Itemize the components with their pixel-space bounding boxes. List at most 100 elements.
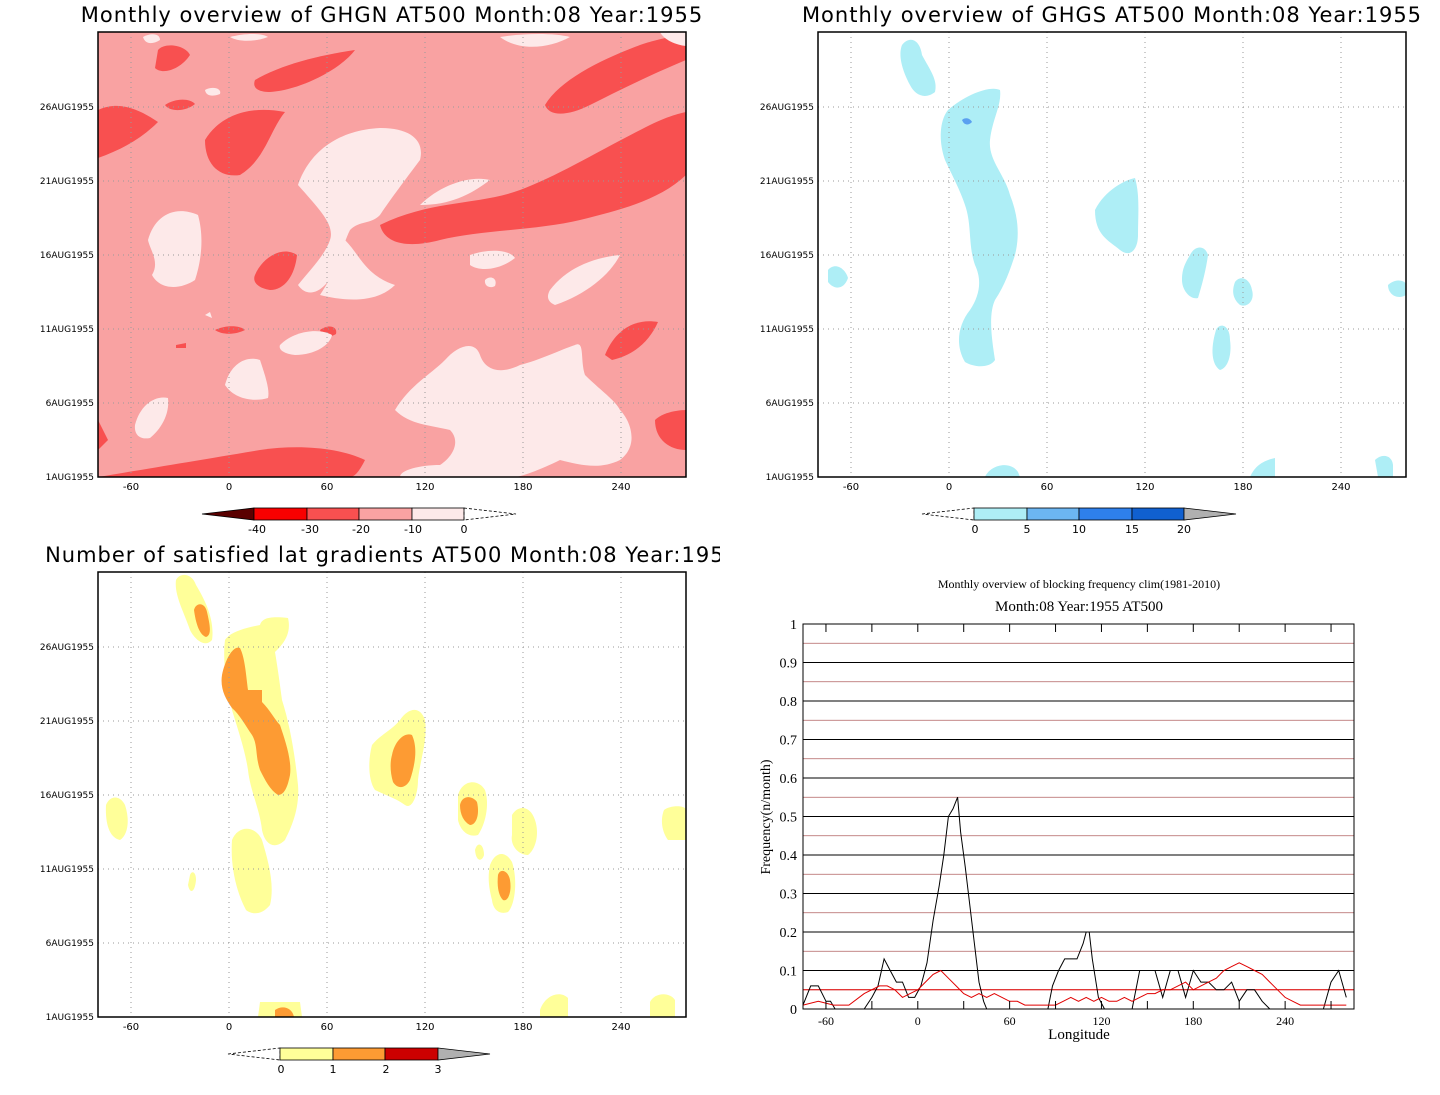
y-tick-label: 16AUG1955 bbox=[40, 791, 94, 801]
x-tick-label: 60 bbox=[321, 1022, 334, 1033]
y-tick-label: 0.2 bbox=[780, 926, 798, 941]
series-line-0 bbox=[802, 797, 1347, 1010]
ghgn-figure: Monthly overview of GHGN AT500 Month:08 … bbox=[40, 3, 703, 536]
gradients-frame bbox=[97, 571, 687, 1018]
colorbar-label: 5 bbox=[1024, 523, 1031, 536]
gradients-panel: Number of satisfied lat gradients AT500 … bbox=[0, 540, 738, 1091]
y-tick-label: 1AUG1955 bbox=[766, 473, 814, 483]
colorbar-label: -20 bbox=[352, 523, 370, 536]
ghgn-panel: Monthly overview of GHGN AT500 Month:08 … bbox=[0, 0, 720, 545]
colorbar-label: 10 bbox=[1072, 523, 1086, 536]
y-tick-label: 0.6 bbox=[780, 772, 798, 787]
y-tick-label: 21AUG1955 bbox=[40, 717, 94, 727]
x-tick-label: 240 bbox=[1331, 482, 1350, 493]
colorbar-label: 20 bbox=[1177, 523, 1191, 536]
colorbar-label: 0 bbox=[461, 523, 468, 536]
ghgn-grid bbox=[98, 32, 686, 477]
y-tick-label: 1AUG1955 bbox=[46, 473, 94, 483]
x-tick-label: 180 bbox=[1233, 482, 1252, 493]
y-tick-label: 0.7 bbox=[780, 734, 798, 749]
frequency-chart: Monthly overview of blocking frequency c… bbox=[759, 577, 1355, 1043]
frequency-x-label: Longitude bbox=[1048, 1027, 1110, 1043]
y-tick-label: 0.8 bbox=[780, 695, 798, 710]
y-tick-label: 11AUG1955 bbox=[40, 865, 94, 875]
frequency-title: Monthly overview of blocking frequency c… bbox=[938, 577, 1220, 591]
series-line-1 bbox=[802, 962, 1347, 1006]
colorbar-label: 15 bbox=[1125, 523, 1139, 536]
frequency-panel: Monthly overview of blocking frequency c… bbox=[720, 560, 1440, 1091]
colorbar-label: 0 bbox=[278, 1063, 285, 1076]
x-tick-label: -60 bbox=[123, 1022, 139, 1033]
x-tick-label: 60 bbox=[321, 482, 334, 493]
y-tick-label: 0.4 bbox=[780, 849, 798, 864]
x-tick-label: 120 bbox=[1092, 1014, 1110, 1028]
gradients-colorbar: 0 1 2 3 bbox=[227, 1047, 491, 1076]
gradients-y-tick-labels: 1AUG1955 6AUG1955 11AUG1955 16AUG1955 21… bbox=[40, 643, 94, 1023]
y-tick-label: 6AUG1955 bbox=[766, 399, 814, 409]
frequency-grid bbox=[803, 623, 1354, 1010]
y-tick-label: 0.1 bbox=[780, 965, 798, 980]
ghgn-title: Monthly overview of GHGN AT500 Month:08 … bbox=[81, 3, 703, 27]
ghgs-colorbar: 0 5 10 15 20 bbox=[921, 507, 1237, 536]
y-tick-label: 11AUG1955 bbox=[40, 325, 94, 335]
gradients-x-tick-labels: -60 0 60 120 180 240 bbox=[123, 1022, 631, 1033]
y-tick-label: 11AUG1955 bbox=[760, 325, 814, 335]
ghgs-core-region bbox=[962, 118, 972, 125]
ghgn-x-tick-labels: -60 0 60 120 180 240 bbox=[123, 482, 631, 493]
gradients-two-regions bbox=[194, 604, 511, 1017]
ghgs-figure: Monthly overview of GHGS AT500 Month:08 … bbox=[760, 3, 1422, 536]
ghgn-y-tick-labels: 1AUG1955 6AUG1955 11AUG1955 16AUG1955 21… bbox=[40, 103, 94, 483]
ghgs-title: Monthly overview of GHGS AT500 Month:08 … bbox=[802, 3, 1422, 27]
ghgs-y-tick-labels: 1AUG1955 6AUG1955 11AUG1955 16AUG1955 21… bbox=[760, 103, 814, 483]
y-tick-label: 6AUG1955 bbox=[46, 399, 94, 409]
gradients-grid bbox=[98, 572, 686, 1017]
colorbar-label: -40 bbox=[248, 523, 266, 536]
x-tick-label: 60 bbox=[1041, 482, 1054, 493]
frequency-series bbox=[802, 797, 1347, 1010]
colorbar-label: 3 bbox=[435, 1063, 442, 1076]
x-tick-label: -60 bbox=[123, 482, 139, 493]
y-tick-label: 26AUG1955 bbox=[40, 103, 94, 113]
colorbar-label: 1 bbox=[330, 1063, 337, 1076]
colorbar-label: -10 bbox=[404, 523, 422, 536]
ghgs-positive-regions bbox=[828, 39, 1406, 477]
y-tick-label: 21AUG1955 bbox=[760, 177, 814, 187]
y-tick-label: 16AUG1955 bbox=[40, 251, 94, 261]
x-tick-label: 0 bbox=[946, 482, 952, 493]
gradients-title: Number of satisfied lat gradients AT500 … bbox=[45, 543, 720, 567]
x-tick-label: 0 bbox=[226, 482, 232, 493]
frequency-ticks: 0 0.1 0.2 0.3 0.4 0.5 0.6 0.7 0.8 0.9 1 -60 0 60 120 18… bbox=[780, 618, 1332, 1028]
y-tick-label: 0 bbox=[790, 1003, 797, 1018]
x-tick-label: 240 bbox=[611, 1022, 630, 1033]
y-tick-label: 26AUG1955 bbox=[760, 103, 814, 113]
ghgs-panel: Monthly overview of GHGS AT500 Month:08 … bbox=[720, 0, 1440, 545]
y-tick-label: 6AUG1955 bbox=[46, 939, 94, 949]
ghgs-x-tick-labels: -60 0 60 120 180 240 bbox=[843, 482, 1351, 493]
ghgn-strong-regions bbox=[98, 34, 686, 477]
colorbar-label: 2 bbox=[383, 1063, 390, 1076]
ghgn-colorbar: -40 -30 -20 -10 0 bbox=[201, 507, 517, 536]
x-tick-label: 120 bbox=[415, 1022, 434, 1033]
y-tick-label: 0.5 bbox=[780, 811, 798, 826]
y-tick-label: 1AUG1955 bbox=[46, 1013, 94, 1023]
y-tick-label: 0.9 bbox=[780, 657, 798, 672]
x-tick-label: 120 bbox=[415, 482, 434, 493]
x-tick-label: 180 bbox=[513, 482, 532, 493]
y-tick-label: 21AUG1955 bbox=[40, 177, 94, 187]
colorbar-label: 0 bbox=[972, 523, 979, 536]
x-tick-label: 60 bbox=[1004, 1014, 1016, 1028]
y-tick-label: 26AUG1955 bbox=[40, 643, 94, 653]
x-tick-label: 120 bbox=[1135, 482, 1154, 493]
ghgs-background bbox=[818, 32, 1406, 477]
ghgs-grid bbox=[818, 32, 1406, 477]
ghgn-plot bbox=[98, 32, 686, 477]
y-tick-label: 1 bbox=[790, 618, 797, 633]
frequency-y-label: Frequency(n/month) bbox=[759, 759, 774, 874]
ghgn-frame bbox=[97, 31, 687, 478]
frequency-frame bbox=[802, 623, 1355, 1010]
frequency-subtitle: Month:08 Year:1955 AT500 bbox=[995, 599, 1163, 615]
x-tick-label: -60 bbox=[818, 1014, 834, 1028]
y-tick-label: 16AUG1955 bbox=[760, 251, 814, 261]
ghgn-light-regions bbox=[134, 32, 686, 477]
x-tick-label: 240 bbox=[611, 482, 630, 493]
